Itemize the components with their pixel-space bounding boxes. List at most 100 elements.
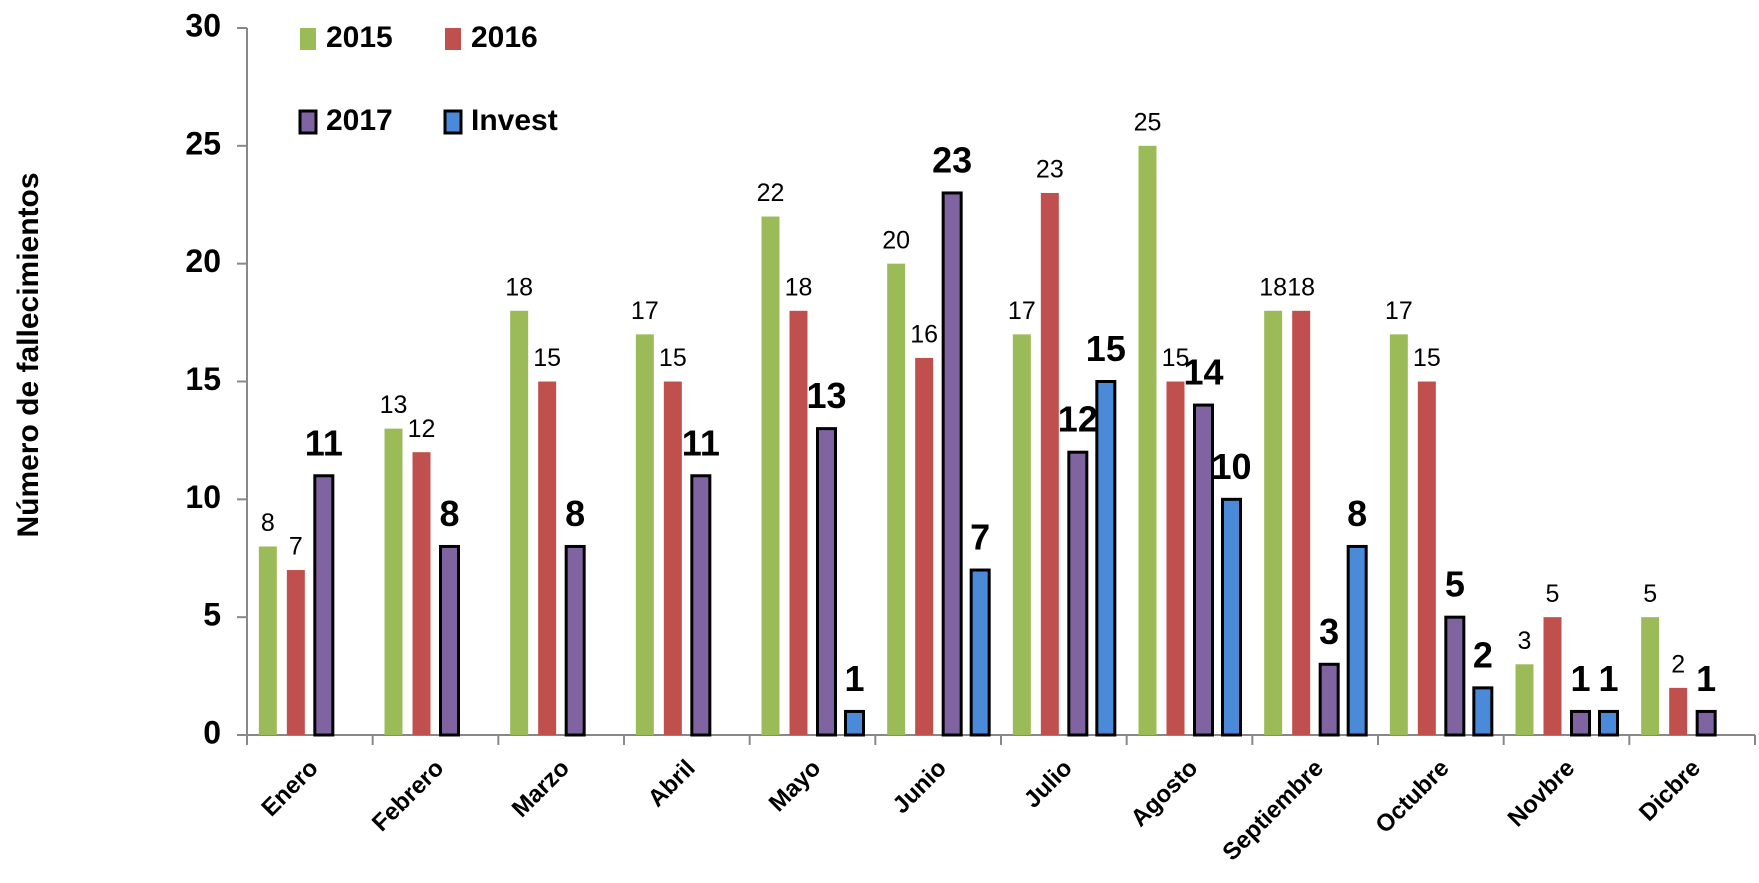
y-tick-label: 5 (203, 597, 221, 633)
data-label: 10 (1211, 446, 1251, 487)
bar (844, 709, 865, 737)
x-tick-label: Abril (643, 755, 701, 813)
data-label: 1 (1696, 658, 1716, 699)
bar (412, 452, 431, 735)
bar (1515, 664, 1534, 735)
x-tick-label: Febrero (367, 755, 449, 837)
bar (1641, 617, 1660, 735)
data-label: 17 (1385, 297, 1413, 325)
y-tick-label: 20 (185, 243, 221, 279)
x-tick-label: Octubre (1370, 755, 1454, 839)
data-label: 12 (1058, 399, 1098, 440)
bar (1346, 544, 1368, 737)
bar (313, 474, 335, 737)
legend-swatch (300, 28, 316, 50)
data-label: 8 (439, 493, 459, 534)
data-label: 13 (806, 375, 846, 416)
x-tick-label: Novbre (1503, 755, 1581, 833)
bar (690, 474, 712, 737)
bar (384, 428, 403, 735)
bar (887, 263, 906, 735)
data-label: 1 (844, 658, 864, 699)
bar (816, 427, 837, 737)
bar (1598, 709, 1619, 737)
bar (538, 381, 557, 735)
data-label: 3 (1319, 611, 1339, 652)
bar (1389, 334, 1408, 735)
data-label: 15 (1413, 344, 1441, 372)
x-tick-label: Julio (1019, 755, 1078, 814)
data-label: 11 (305, 422, 343, 463)
bar (258, 546, 277, 735)
data-label: 17 (1008, 297, 1036, 325)
bar (761, 216, 780, 736)
data-label: 17 (631, 297, 659, 325)
data-label: 3 (1518, 627, 1532, 655)
bar (1264, 310, 1283, 735)
bar (1669, 687, 1688, 735)
legend-label: 2015 (326, 21, 393, 54)
bar (1012, 334, 1031, 735)
data-label: 5 (1546, 580, 1560, 608)
bar (915, 357, 934, 735)
x-tick-label: Mayo (764, 755, 826, 817)
data-label: 1 (1570, 658, 1590, 699)
data-label: 2 (1671, 650, 1685, 678)
data-label: 18 (785, 273, 813, 301)
data-label: 13 (380, 391, 408, 419)
bar (1095, 380, 1117, 737)
data-label: 8 (565, 493, 585, 534)
bar (663, 381, 682, 735)
data-label: 8 (1347, 493, 1367, 534)
data-label: 1 (1598, 658, 1618, 699)
bar (1570, 709, 1591, 737)
data-label: 12 (408, 415, 436, 443)
x-tick-label: Dicbre (1634, 755, 1706, 827)
bar (1543, 617, 1562, 735)
bar (1193, 403, 1214, 737)
data-label: 5 (1643, 580, 1657, 608)
data-label: 16 (910, 321, 938, 349)
bar (1040, 192, 1059, 735)
bar (510, 310, 529, 735)
y-tick-label: 30 (185, 7, 221, 43)
data-label: 2 (1473, 634, 1493, 675)
legend-label: 2017 (326, 104, 393, 137)
legend-swatch (445, 28, 461, 50)
data-label: 8 (261, 509, 275, 537)
data-label: 18 (505, 273, 533, 301)
data-label: 18 (1287, 273, 1315, 301)
bar (941, 191, 963, 737)
y-tick-label: 15 (185, 361, 221, 397)
legend-label: Invest (471, 104, 558, 137)
bar (1292, 310, 1311, 735)
bar (439, 544, 460, 737)
x-tick-label: Septiembre (1217, 755, 1329, 867)
legend-swatch (298, 109, 318, 135)
bar (1417, 381, 1436, 735)
bar (1138, 145, 1157, 736)
bar (1166, 381, 1185, 735)
data-label: 15 (1086, 328, 1126, 369)
bar (969, 568, 991, 737)
data-label: 11 (682, 422, 720, 463)
legend-swatch (443, 109, 463, 135)
data-label: 22 (757, 179, 785, 207)
y-axis-label: Número de fallecimientos (12, 172, 45, 537)
y-tick-label: 25 (185, 125, 221, 161)
x-tick-label: Agosto (1126, 755, 1204, 833)
data-label: 15 (1162, 344, 1190, 372)
y-tick-label: 0 (203, 714, 221, 750)
data-label: 14 (1183, 352, 1223, 393)
bar (789, 310, 808, 735)
data-label: 23 (1036, 156, 1064, 184)
bar (1067, 450, 1089, 737)
data-label: 15 (659, 344, 687, 372)
data-label: 7 (970, 517, 990, 558)
data-label: 20 (882, 226, 910, 254)
bar (286, 570, 305, 735)
bar (1221, 497, 1242, 737)
bar (1695, 709, 1717, 737)
x-tick-label: Enero (256, 755, 323, 822)
